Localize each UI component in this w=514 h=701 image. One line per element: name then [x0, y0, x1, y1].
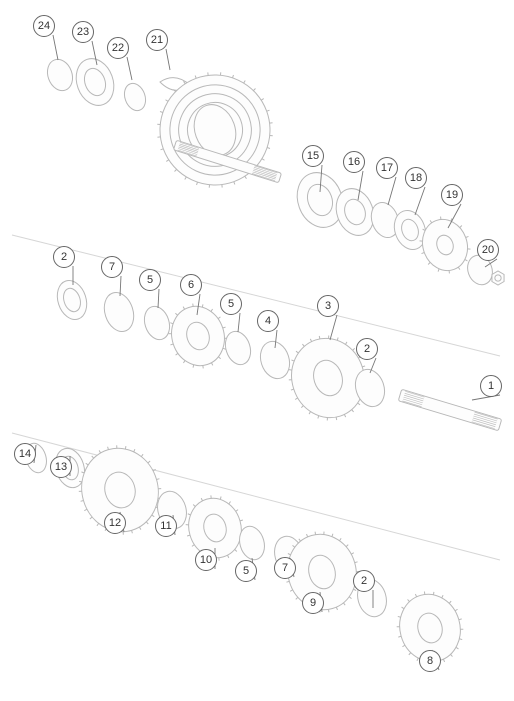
- callout-14: 14: [14, 443, 36, 465]
- callout-label: 14: [19, 449, 31, 460]
- callout-13: 13: [50, 456, 72, 478]
- callout-5: 5: [220, 293, 242, 315]
- callout-5: 5: [235, 560, 257, 582]
- callout-label: 16: [348, 157, 360, 168]
- callout-label: 7: [282, 563, 288, 574]
- callout-label: 5: [243, 566, 249, 577]
- callout-label: 11: [160, 521, 171, 532]
- callout-label: 12: [109, 518, 121, 529]
- parts-drawing: [0, 0, 514, 701]
- callout-5: 5: [139, 269, 161, 291]
- callout-label: 20: [482, 245, 494, 256]
- callout-21: 21: [146, 29, 168, 51]
- callout-label: 13: [55, 462, 67, 473]
- callout-label: 5: [228, 299, 234, 310]
- callout-22: 22: [107, 37, 129, 59]
- callout-18: 18: [405, 167, 427, 189]
- callout-7: 7: [274, 557, 296, 579]
- callout-label: 21: [151, 35, 163, 46]
- callout-label: 2: [361, 576, 367, 587]
- callout-2: 2: [356, 338, 378, 360]
- callout-15: 15: [302, 145, 324, 167]
- callout-label: 10: [200, 555, 212, 566]
- exploded-diagram: 1222345556778910111213141516171819202122…: [0, 0, 514, 701]
- callout-label: 2: [364, 344, 370, 355]
- callout-label: 3: [325, 301, 331, 312]
- callout-9: 9: [302, 592, 324, 614]
- callout-8: 8: [419, 650, 441, 672]
- callout-7: 7: [101, 256, 123, 278]
- callout-label: 1: [488, 381, 494, 392]
- callout-label: 18: [410, 173, 422, 184]
- callout-label: 2: [61, 252, 67, 263]
- callout-3: 3: [317, 295, 339, 317]
- callout-17: 17: [376, 157, 398, 179]
- callout-2: 2: [353, 570, 375, 592]
- callout-1: 1: [480, 375, 502, 397]
- callout-label: 8: [427, 656, 433, 667]
- callout-12: 12: [104, 512, 126, 534]
- callout-16: 16: [343, 151, 365, 173]
- callout-label: 17: [381, 163, 393, 174]
- callout-label: 24: [38, 21, 50, 32]
- callout-label: 23: [77, 27, 89, 38]
- callout-10: 10: [195, 549, 217, 571]
- callout-label: 7: [109, 262, 115, 273]
- callout-label: 19: [446, 190, 458, 201]
- callout-label: 6: [188, 280, 194, 291]
- callout-label: 5: [147, 275, 153, 286]
- callout-4: 4: [257, 310, 279, 332]
- callout-label: 9: [310, 598, 316, 609]
- callout-label: 15: [307, 151, 319, 162]
- callout-11: 11: [155, 515, 177, 537]
- callout-24: 24: [33, 15, 55, 37]
- callout-20: 20: [477, 239, 499, 261]
- callout-19: 19: [441, 184, 463, 206]
- callout-6: 6: [180, 274, 202, 296]
- callout-23: 23: [72, 21, 94, 43]
- callout-2: 2: [53, 246, 75, 268]
- callout-label: 4: [265, 316, 271, 327]
- callout-label: 22: [112, 43, 124, 54]
